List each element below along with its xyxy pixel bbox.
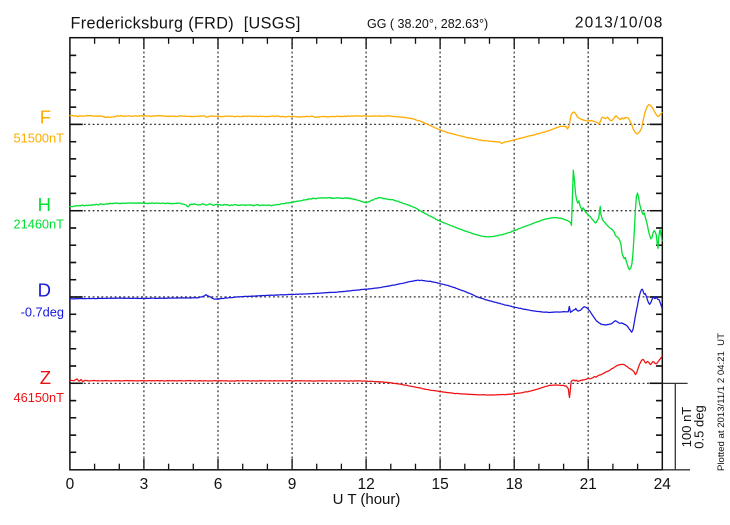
svg-text:0.5 deg: 0.5 deg: [692, 405, 707, 448]
svg-text:Plotted at 2013/11/1 2 04:21: Plotted at 2013/11/1 2 04:21 UT: [716, 333, 727, 471]
svg-text:Fredericksburg (FRD) [USGS]: Fredericksburg (FRD) [USGS]: [71, 14, 301, 32]
svg-text:H: H: [38, 194, 51, 215]
svg-text:0: 0: [66, 476, 75, 493]
svg-text:F: F: [40, 107, 51, 128]
svg-text:12: 12: [357, 476, 374, 493]
svg-text:15: 15: [431, 476, 448, 493]
svg-text:GG ( 38.20°, 282.63°): GG ( 38.20°, 282.63°): [367, 17, 488, 31]
svg-text:2013/10/08: 2013/10/08: [575, 15, 664, 32]
svg-text:3: 3: [140, 476, 149, 493]
svg-text:51500nT: 51500nT: [13, 130, 64, 145]
svg-text:24: 24: [654, 476, 672, 493]
svg-text:46150nT: 46150nT: [13, 390, 64, 405]
svg-text:100 nT: 100 nT: [679, 407, 694, 448]
svg-text:-0.7deg: -0.7deg: [21, 304, 64, 319]
svg-text:18: 18: [506, 476, 523, 493]
svg-text:D: D: [38, 280, 51, 301]
svg-text:21: 21: [580, 476, 597, 493]
svg-text:U T (hour): U T (hour): [333, 491, 401, 508]
svg-text:Z: Z: [40, 367, 51, 388]
svg-text:21460nT: 21460nT: [13, 217, 64, 232]
svg-text:6: 6: [214, 476, 223, 493]
svg-text:9: 9: [288, 476, 297, 493]
